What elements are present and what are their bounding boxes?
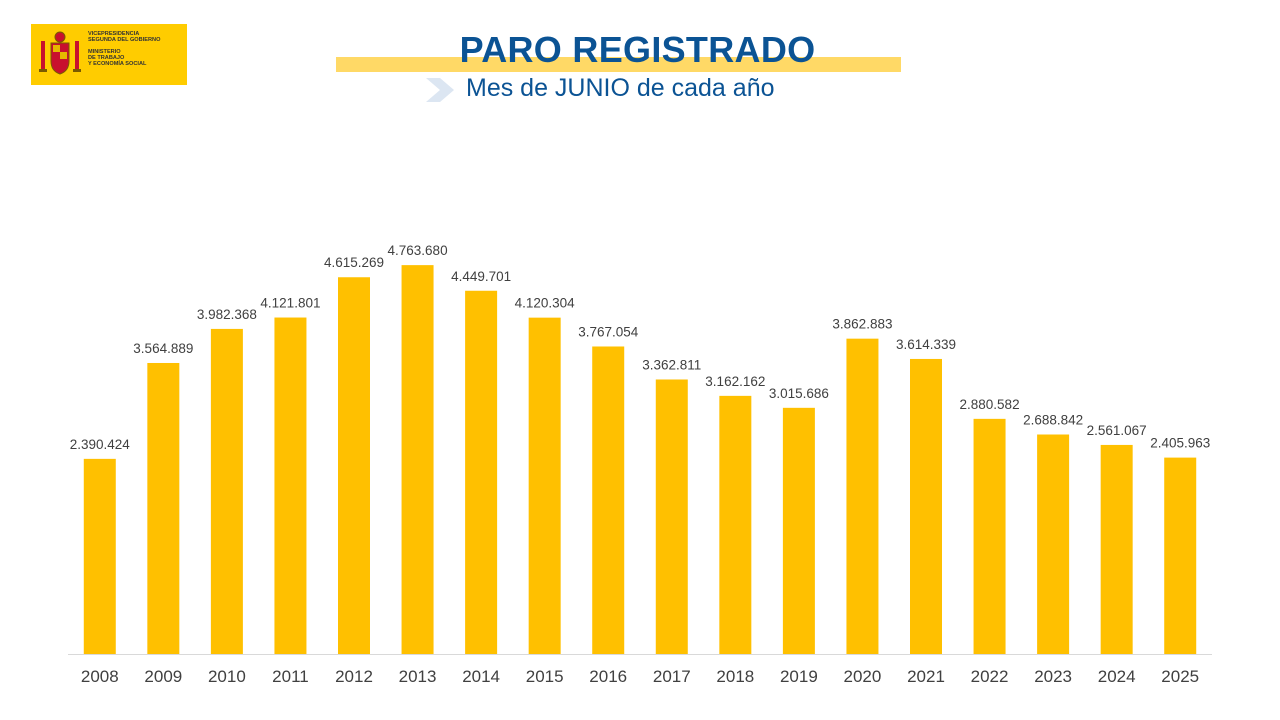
bar-2017 xyxy=(655,379,688,654)
x-tick-label-2022: 2022 xyxy=(971,667,1009,686)
bar-2022 xyxy=(973,418,1006,654)
value-label-2016: 3.767.054 xyxy=(578,324,639,339)
value-label-2012: 4.615.269 xyxy=(324,255,384,270)
x-tick-label-2010: 2010 xyxy=(208,667,246,686)
value-label-2022: 2.880.582 xyxy=(960,397,1020,412)
bar-2018 xyxy=(719,395,752,654)
x-tick-label-2016: 2016 xyxy=(589,667,627,686)
coat-of-arms-icon xyxy=(39,31,81,75)
bar-2014 xyxy=(465,290,498,654)
value-label-2021: 3.614.339 xyxy=(896,337,956,352)
x-tick-label-2012: 2012 xyxy=(335,667,373,686)
value-label-2015: 4.120.304 xyxy=(515,296,576,311)
value-label-2011: 4.121.801 xyxy=(260,296,320,311)
value-label-2020: 3.862.883 xyxy=(832,317,892,332)
bars-group xyxy=(83,265,1197,654)
bar-2016 xyxy=(592,346,625,654)
x-tick-label-2015: 2015 xyxy=(526,667,564,686)
x-tick-label-2024: 2024 xyxy=(1098,667,1136,686)
chevron-right-icon xyxy=(426,78,454,102)
x-tick-label-2019: 2019 xyxy=(780,667,818,686)
logo-line-4: DE TRABAJO xyxy=(88,54,125,61)
title-highlight-bar xyxy=(336,57,901,72)
bar-2024 xyxy=(1100,444,1133,654)
logo-line-3: MINISTERIO xyxy=(88,48,121,55)
x-tick-label-2013: 2013 xyxy=(399,667,437,686)
value-label-2017: 3.362.811 xyxy=(642,357,701,372)
value-label-2024: 2.561.067 xyxy=(1087,423,1147,438)
logo-line-1: VICEPRESIDENCIA xyxy=(88,31,140,37)
bar-2013 xyxy=(401,265,434,654)
x-tick-label-2009: 2009 xyxy=(144,667,182,686)
bar-2020 xyxy=(846,338,879,654)
logo-line-5: Y ECONOMÍA SOCIAL xyxy=(88,61,147,68)
value-label-2010: 3.982.368 xyxy=(197,307,257,322)
value-label-2008: 2.390.424 xyxy=(70,437,131,452)
value-label-2025: 2.405.963 xyxy=(1150,436,1210,451)
value-label-2014: 4.449.701 xyxy=(451,269,511,284)
value-label-2013: 4.763.680 xyxy=(388,243,448,258)
bar-2025 xyxy=(1164,457,1197,654)
value-label-2018: 3.162.162 xyxy=(705,374,765,389)
value-label-2009: 3.564.889 xyxy=(133,341,193,356)
x-tick-label-2025: 2025 xyxy=(1161,667,1199,686)
logo-text: VICEPRESIDENCIA SEGUNDA DEL GOBIERNO MIN… xyxy=(88,31,184,67)
bar-2010 xyxy=(210,328,243,654)
bar-2009 xyxy=(147,362,180,654)
value-label-2023: 2.688.842 xyxy=(1023,413,1083,428)
x-tick-label-2018: 2018 xyxy=(716,667,754,686)
bar-2011 xyxy=(274,317,307,654)
bar-2015 xyxy=(528,317,561,654)
bar-2019 xyxy=(782,407,815,654)
logo-line-2: SEGUNDA DEL GOBIERNO xyxy=(88,37,161,44)
x-tick-label-2023: 2023 xyxy=(1034,667,1072,686)
x-tick-label-2008: 2008 xyxy=(81,667,119,686)
bar-2012 xyxy=(338,277,370,654)
tick-labels-group: 2008 2009 2010 2011 2012 2013 2014 2015 2016 2017… xyxy=(81,667,1199,686)
bar-2008 xyxy=(83,458,116,654)
x-tick-label-2017: 2017 xyxy=(653,667,691,686)
x-tick-label-2011: 2011 xyxy=(272,667,309,686)
value-label-2019: 3.015.686 xyxy=(769,386,829,401)
bar-2021 xyxy=(910,358,942,654)
bar-2023 xyxy=(1037,434,1070,654)
x-tick-label-2021: 2021 xyxy=(907,667,945,686)
x-tick-label-2014: 2014 xyxy=(462,667,500,686)
page-title: PARO REGISTRADO xyxy=(459,29,816,70)
page-subtitle: Mes de JUNIO de cada año xyxy=(466,74,775,102)
x-tick-label-2020: 2020 xyxy=(844,667,882,686)
government-logo: VICEPRESIDENCIA SEGUNDA DEL GOBIERNO MIN… xyxy=(31,24,187,85)
